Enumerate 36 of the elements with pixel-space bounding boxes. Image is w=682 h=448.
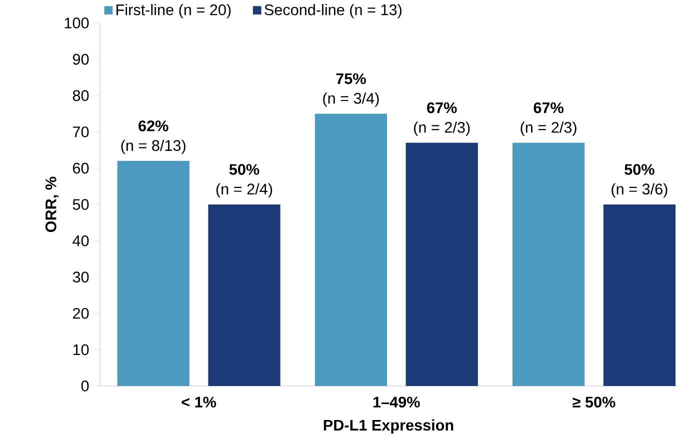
y-tick-label: 10 bbox=[73, 344, 89, 356]
data-label: 62% bbox=[138, 120, 168, 132]
x-tick-label: < 1% bbox=[182, 396, 216, 408]
bar bbox=[603, 204, 676, 386]
y-tick-label: 0 bbox=[81, 380, 89, 392]
y-tick-label: 40 bbox=[72, 235, 89, 246]
bar bbox=[117, 160, 190, 386]
y-tick-label: 70 bbox=[73, 126, 89, 138]
y-tick-label: 100 bbox=[64, 18, 89, 28]
data-label: 75% bbox=[336, 73, 366, 84]
x-tick-label: 1–49% bbox=[374, 396, 420, 408]
y-tick-label: 50 bbox=[72, 199, 89, 210]
y-tick-label: 60 bbox=[73, 162, 89, 174]
data-label: 67% bbox=[534, 102, 564, 114]
annotation: (n = 2/3) bbox=[414, 122, 470, 136]
bar bbox=[208, 204, 280, 386]
y-tick-label: 90 bbox=[72, 54, 89, 65]
x-tick-label: ≥ 50% bbox=[572, 396, 616, 408]
bar bbox=[406, 142, 478, 386]
annotation: (n = 2/3) bbox=[520, 122, 576, 136]
y-tick-label: 30 bbox=[72, 272, 89, 283]
legend-label: First-line (n = 20) bbox=[116, 4, 231, 18]
annotation: (n = 2/4) bbox=[216, 183, 272, 198]
annotation: (n = 8/13) bbox=[121, 140, 186, 154]
data-label: 50% bbox=[229, 164, 260, 175]
y-axis-title: ORR, % bbox=[45, 176, 59, 232]
legend-label: Second-line (n = 13) bbox=[264, 4, 402, 18]
x-axis-title: PD-L1 Expression bbox=[324, 419, 454, 434]
annotation: (n = 3/4) bbox=[323, 92, 379, 107]
y-tick-label: 20 bbox=[73, 308, 89, 319]
data-label: 50% bbox=[624, 164, 654, 175]
y-tick-label: 80 bbox=[72, 90, 89, 102]
bar bbox=[314, 114, 388, 386]
data-label: 67% bbox=[427, 102, 457, 114]
annotation: (n = 3/6) bbox=[612, 183, 668, 198]
bar bbox=[512, 142, 585, 386]
